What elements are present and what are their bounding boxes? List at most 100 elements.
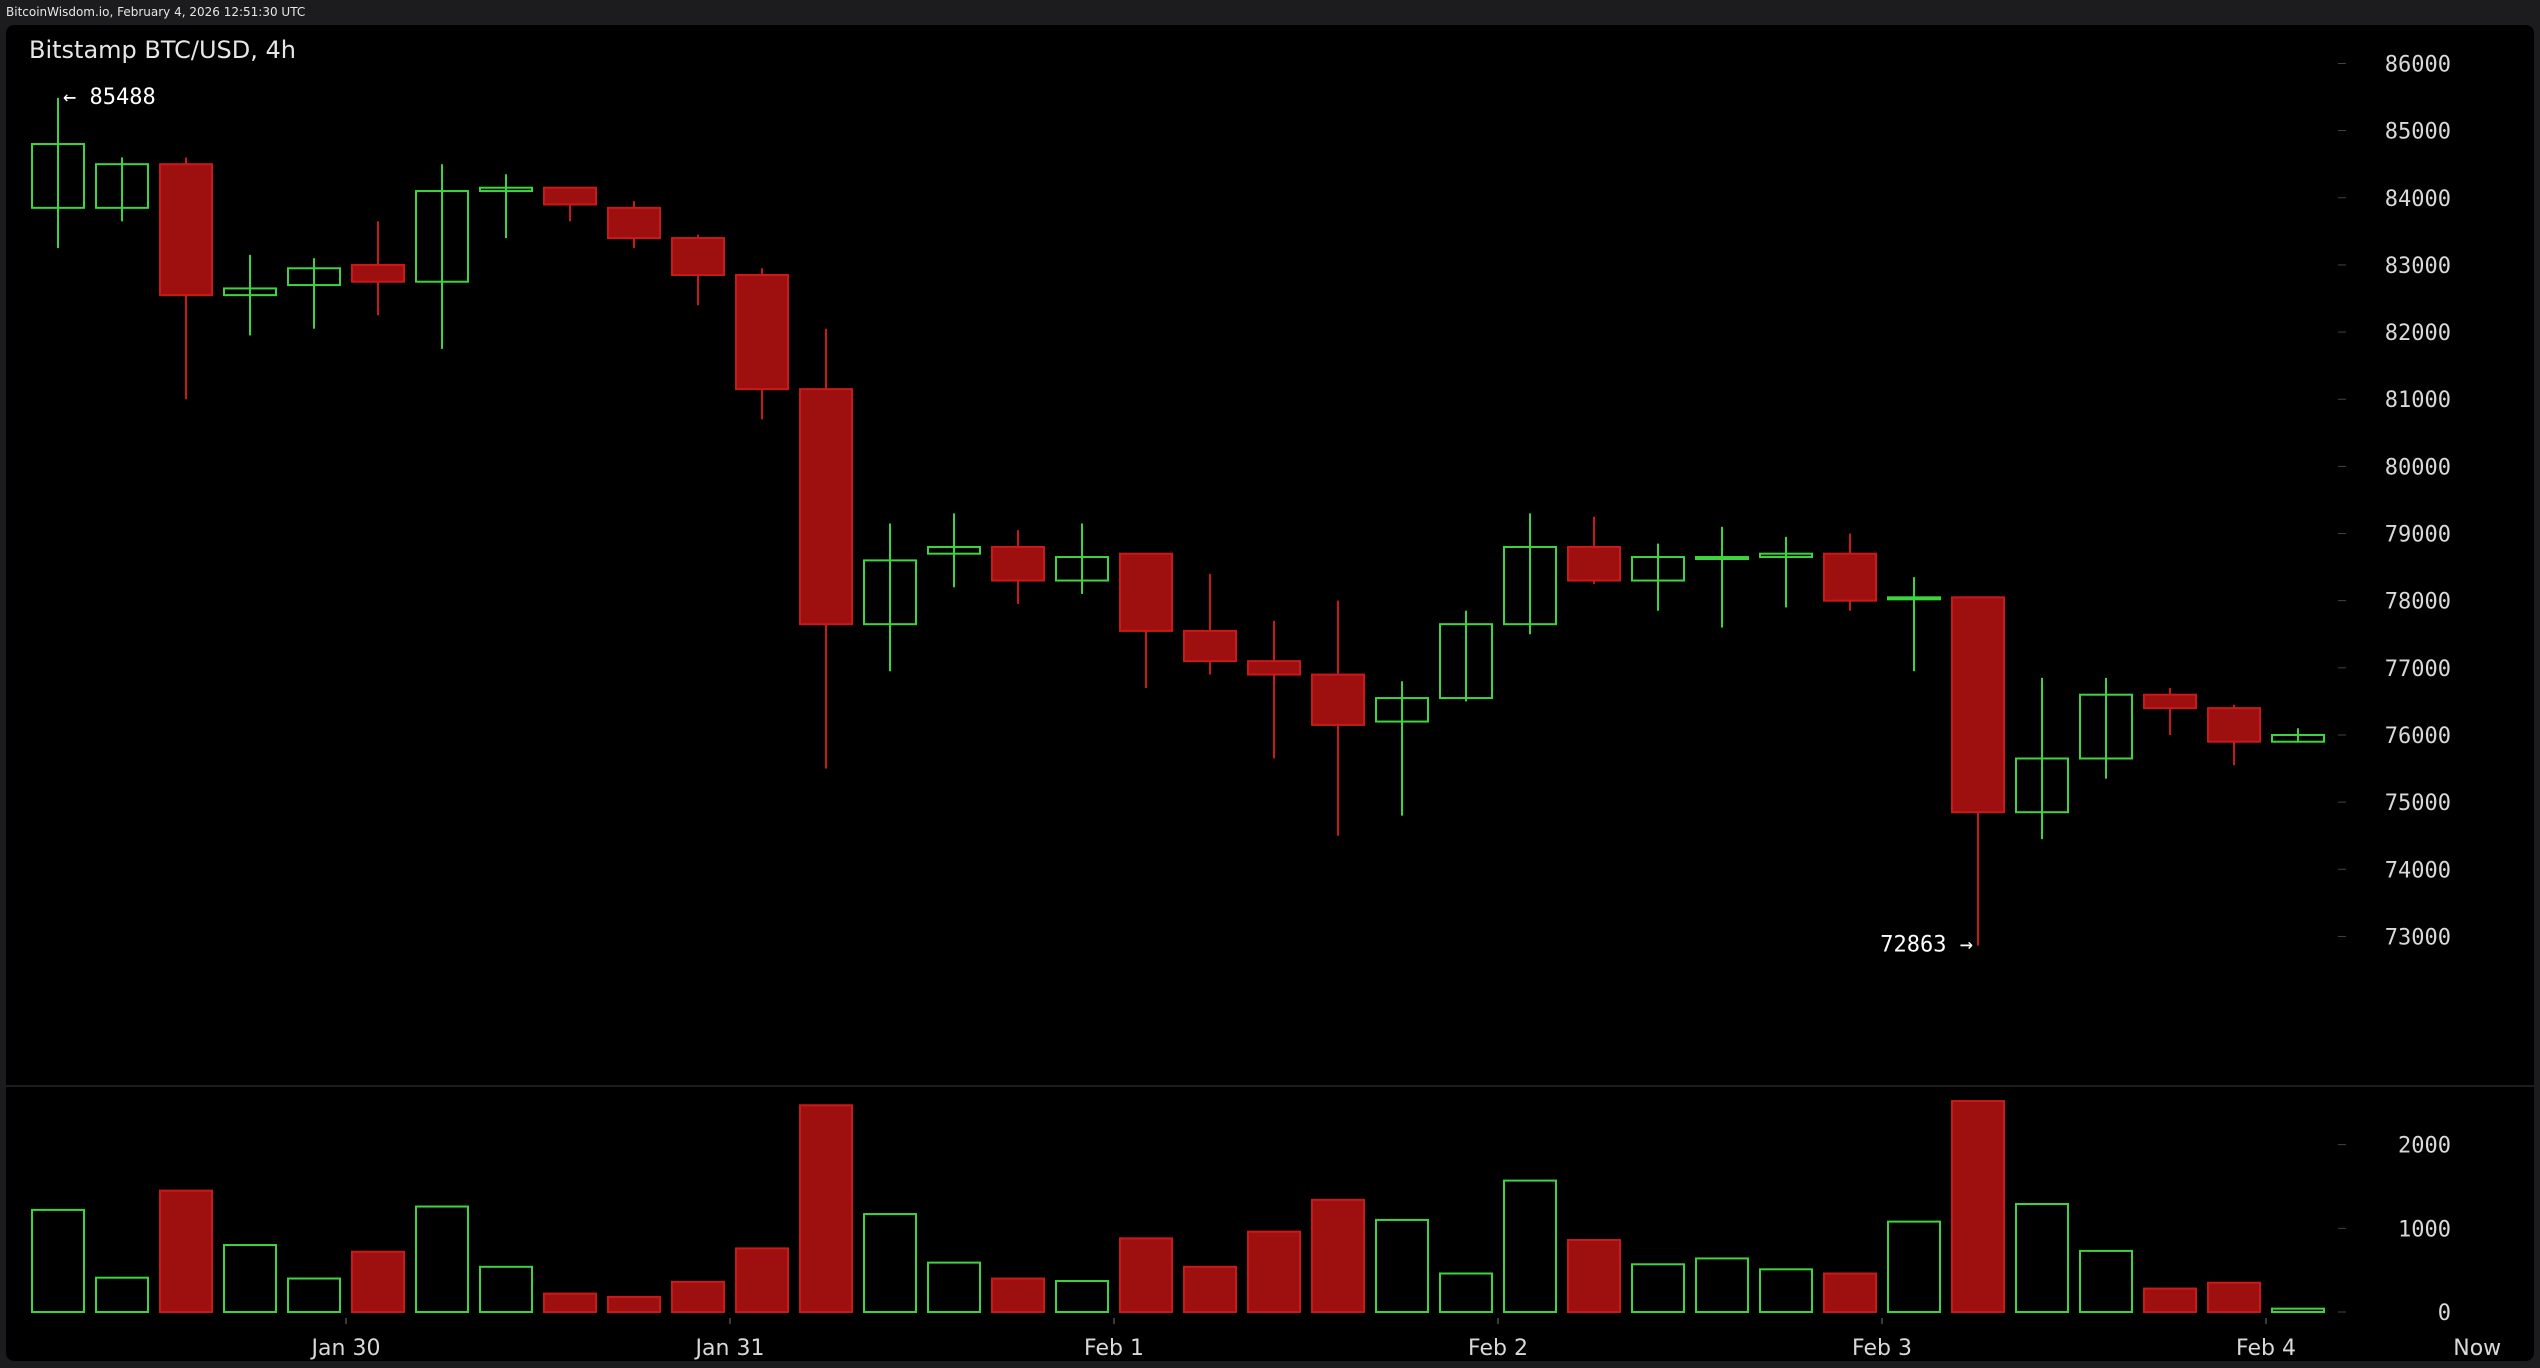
- candle: [159, 157, 213, 400]
- price-tick-label: 77000: [2385, 657, 2451, 682]
- volume-bar: [2143, 1287, 2197, 1313]
- volume-bar: [863, 1213, 917, 1314]
- volume-bar: [1887, 1220, 1941, 1313]
- candlestick-chart[interactable]: 73000 74000 75000 76000 77000 78000 79000 80000…: [6, 25, 2534, 1361]
- candle: [1311, 600, 1365, 836]
- candle-body: [735, 273, 789, 391]
- volume-pane: [31, 1100, 2325, 1314]
- candle-body: [2271, 733, 2325, 743]
- price-tick-label: 84000: [2385, 187, 2451, 212]
- axes: 73000 74000 75000 76000 77000 78000 79000 80000…: [310, 52, 2502, 1361]
- candle-body: [671, 237, 725, 276]
- volume-bar: [2079, 1249, 2133, 1314]
- volume-bar: [2271, 1307, 2325, 1313]
- candle-body: [2207, 707, 2261, 743]
- candle-body: [415, 190, 469, 283]
- candle-body: [1759, 552, 1813, 559]
- candle-body: [799, 388, 853, 626]
- candle: [415, 164, 469, 349]
- price-tick-label: 81000: [2385, 388, 2451, 413]
- price-tick-label: 74000: [2385, 858, 2451, 883]
- price-pane: [31, 97, 2325, 946]
- candle-body: [863, 559, 917, 626]
- candle: [1503, 513, 1557, 635]
- volume-bar: [159, 1189, 213, 1314]
- volume-bar: [1439, 1272, 1493, 1314]
- candle: [2079, 677, 2133, 779]
- volume-bar: [607, 1295, 661, 1313]
- candle-body: [1567, 545, 1621, 582]
- volume-tick-label: 1000: [2398, 1217, 2451, 1242]
- candle-body: [991, 545, 1045, 582]
- x-tick-label: Feb 1: [1084, 1336, 1144, 1361]
- volume-bar: [415, 1205, 469, 1313]
- candle: [1439, 610, 1493, 702]
- chart-panel[interactable]: 73000 74000 75000 76000 77000 78000 79000 80000…: [6, 25, 2534, 1361]
- candle: [1759, 536, 1813, 608]
- price-tick-label: 85000: [2385, 120, 2451, 145]
- candle-body: [607, 206, 661, 240]
- candle: [735, 268, 789, 420]
- candle: [2207, 704, 2261, 766]
- volume-tick-label: 2000: [2398, 1134, 2451, 1159]
- volume-bar: [671, 1280, 725, 1314]
- price-tick-label: 76000: [2385, 724, 2451, 749]
- x-tick-label: Feb 3: [1852, 1336, 1912, 1361]
- candle: [927, 513, 981, 588]
- candle-body: [31, 143, 85, 209]
- candle-body: [95, 163, 149, 209]
- volume-bar: [1631, 1263, 1685, 1314]
- volume-bar: [1247, 1230, 1301, 1313]
- candle: [1631, 543, 1685, 611]
- top-bar: BitcoinWisdom.io, February 4, 2026 12:51…: [0, 0, 2540, 24]
- volume-bar: [2207, 1281, 2261, 1313]
- candle: [31, 97, 85, 249]
- candle: [543, 186, 597, 222]
- candle: [479, 174, 533, 239]
- candle: [671, 234, 725, 306]
- extreme-price-label: ← 85488: [63, 85, 156, 110]
- chart-title: Bitstamp BTC/USD, 4h: [29, 36, 296, 64]
- price-tick-label: 73000: [2385, 925, 2451, 950]
- candle: [1183, 573, 1237, 675]
- price-tick-label: 82000: [2385, 321, 2451, 346]
- candle-body: [1503, 545, 1557, 626]
- candle: [2015, 677, 2069, 840]
- candle: [991, 530, 1045, 605]
- source-label: BitcoinWisdom.io, February 4, 2026 12:51…: [6, 5, 306, 19]
- candle: [799, 328, 853, 769]
- price-tick-label: 75000: [2385, 791, 2451, 816]
- candle: [1119, 552, 1173, 688]
- candle-body: [2143, 693, 2197, 710]
- candle: [1951, 596, 2005, 946]
- candle: [607, 201, 661, 249]
- candle-body: [1119, 552, 1173, 632]
- candle-body: [1631, 556, 1685, 582]
- candle-body: [1183, 629, 1237, 663]
- volume-bar: [1695, 1257, 1749, 1314]
- volume-bar: [1183, 1265, 1237, 1314]
- candle-body: [1311, 673, 1365, 726]
- candle: [1247, 620, 1301, 759]
- candle-body: [351, 263, 405, 283]
- candle-body: [1887, 596, 1941, 601]
- volume-bar: [287, 1277, 341, 1314]
- candle-body: [287, 267, 341, 287]
- candle-body: [159, 163, 213, 297]
- x-tick-label: Feb 4: [2236, 1336, 2296, 1361]
- candle: [351, 221, 405, 316]
- candle-body: [543, 186, 597, 206]
- candle-body: [1055, 556, 1109, 582]
- candle-body: [479, 186, 533, 193]
- price-tick-label: 86000: [2385, 52, 2451, 77]
- volume-bar: [1311, 1198, 1365, 1314]
- candle-body: [2079, 693, 2133, 760]
- candle: [1695, 526, 1749, 628]
- candle: [1887, 577, 1941, 672]
- volume-bar: [1567, 1239, 1621, 1313]
- volume-bar: [735, 1247, 789, 1313]
- volume-bar: [95, 1276, 149, 1313]
- candle: [95, 157, 149, 222]
- volume-bar: [1055, 1280, 1109, 1314]
- candle-body: [1951, 596, 2005, 814]
